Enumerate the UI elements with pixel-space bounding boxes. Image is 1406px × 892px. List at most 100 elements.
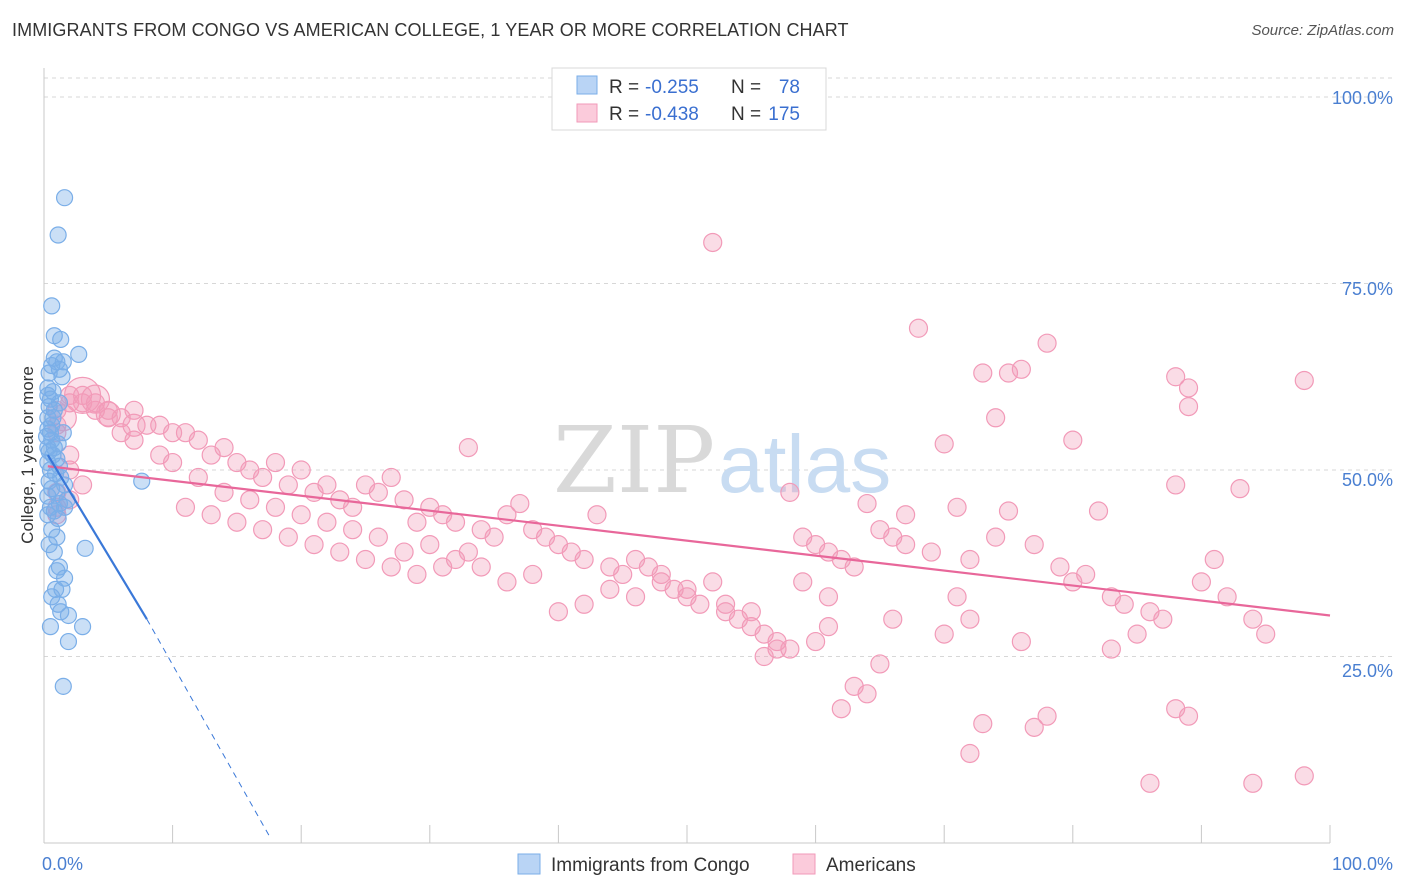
americans-point <box>317 512 337 532</box>
americans-point <box>780 482 800 502</box>
americans-point <box>934 434 954 454</box>
americans-point <box>600 579 620 599</box>
americans-point <box>1063 572 1083 592</box>
americans-point <box>201 445 221 465</box>
legend-n-value-1: 78 <box>779 77 800 98</box>
americans-point <box>394 542 414 562</box>
americans-trend-line <box>47 465 1331 617</box>
americans-point <box>908 318 929 338</box>
y-tick-50: 50.0% <box>1342 470 1393 490</box>
americans-point <box>253 467 273 488</box>
americans-point <box>703 232 723 253</box>
americans-point <box>458 542 478 562</box>
americans-point <box>458 438 478 458</box>
americans-point <box>677 579 697 599</box>
y-axis-label: College, 1 year or more <box>18 366 37 544</box>
americans-point <box>960 609 980 629</box>
legend-swatch-pink <box>576 103 598 123</box>
americans-point <box>1088 501 1109 521</box>
americans-point <box>1011 631 1031 652</box>
americans-point <box>998 501 1019 521</box>
americans-point <box>690 594 710 614</box>
americans-point <box>1178 378 1199 398</box>
americans-point <box>973 714 993 734</box>
legend-swatch-blue <box>576 75 598 95</box>
americans-point <box>265 497 286 517</box>
legend-r-label-1: R = <box>609 77 639 98</box>
americans-point <box>896 505 916 525</box>
americans-point <box>175 497 196 517</box>
americans-point <box>986 527 1006 547</box>
americans-point <box>291 505 311 525</box>
congo-point <box>40 364 58 382</box>
americans-point <box>651 564 671 585</box>
legend-r-value-1: -0.255 <box>645 77 699 98</box>
americans-point <box>767 639 787 659</box>
y-tick-25: 25.0% <box>1342 661 1393 681</box>
bottom-legend-swatch-pink <box>792 853 816 875</box>
americans-point <box>1256 624 1276 644</box>
americans-point <box>381 467 401 488</box>
americans-point <box>574 594 594 614</box>
americans-point <box>188 467 208 488</box>
americans-point <box>227 512 247 532</box>
americans-point <box>896 534 916 555</box>
bottom-legend: Immigrants from Congo Americans <box>517 853 916 876</box>
americans-point <box>613 564 633 585</box>
congo-point <box>44 409 62 427</box>
americans-point <box>445 512 466 532</box>
americans-point <box>523 564 543 585</box>
americans-point <box>1217 587 1237 607</box>
americans-point <box>394 490 414 510</box>
americans-point <box>381 557 401 577</box>
americans-point <box>1243 609 1263 629</box>
congo-point <box>59 606 78 625</box>
americans-point <box>1037 706 1057 726</box>
congo-point <box>53 368 71 386</box>
americans-point <box>1178 706 1199 726</box>
americans-point <box>497 572 517 592</box>
watermark: ZIP atlas <box>553 407 891 514</box>
bottom-legend-label-americans: Americans <box>826 855 916 876</box>
americans-point <box>343 520 363 540</box>
americans-point <box>934 624 954 644</box>
americans-point <box>960 549 980 570</box>
americans-point <box>188 430 208 450</box>
americans-point <box>80 384 111 414</box>
y-tick-100: 100.0% <box>1332 88 1393 108</box>
legend-r-label-2: R = <box>609 104 639 125</box>
americans-point <box>805 631 826 652</box>
americans-point <box>278 527 298 547</box>
americans-point <box>1024 717 1044 737</box>
americans-point <box>407 564 427 585</box>
x-tick-100: 100.0% <box>1332 854 1393 874</box>
americans-point <box>998 363 1019 383</box>
congo-point <box>52 330 70 349</box>
congo-point <box>41 424 60 442</box>
americans-point <box>240 490 260 510</box>
americans-point <box>368 527 388 547</box>
americans-point <box>122 413 146 437</box>
congo-point <box>59 632 78 651</box>
americans-point <box>72 475 93 495</box>
americans-point <box>433 557 453 577</box>
americans-point <box>960 743 980 764</box>
americans-point <box>355 549 376 570</box>
congo-point <box>54 677 72 695</box>
americans-point <box>921 542 941 562</box>
americans-point <box>548 602 569 622</box>
americans-point <box>1243 773 1263 793</box>
congo-trend-extension <box>146 618 270 836</box>
americans-point <box>703 572 723 592</box>
americans-point <box>420 534 440 555</box>
americans-point <box>278 475 298 495</box>
chart-title: IMMIGRANTS FROM CONGO VS AMERICAN COLLEG… <box>12 20 849 40</box>
americans-point <box>1050 557 1070 577</box>
y-tick-75: 75.0% <box>1342 279 1393 299</box>
legend-r-value-2: -0.438 <box>645 104 699 125</box>
americans-point <box>857 684 877 704</box>
americans-point <box>1063 430 1083 450</box>
bottom-legend-label-congo: Immigrants from Congo <box>551 855 750 876</box>
americans-point <box>1204 549 1224 570</box>
